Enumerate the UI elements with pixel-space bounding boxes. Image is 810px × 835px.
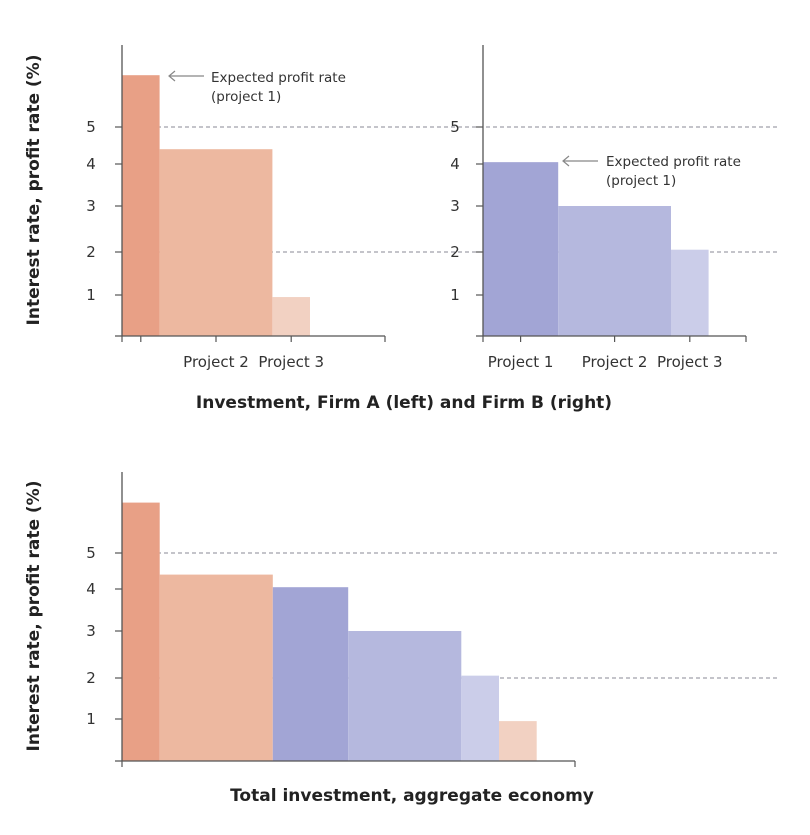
arrow-head-icon: [562, 155, 570, 167]
y-tick-label: 4: [450, 155, 460, 173]
x-tick-label: Project 3: [258, 353, 324, 371]
bar-project-3: [272, 297, 310, 336]
y-axis-label-bottom: Interest rate, profit rate (%): [24, 481, 44, 752]
bar-project-1: [483, 162, 559, 336]
annotation-firm-a: Expected profit rate (project 1): [168, 70, 346, 105]
y-tick-label: 2: [86, 669, 96, 687]
annotation-line2: (project 1): [606, 173, 676, 189]
bar-firm-b-project-1: [272, 587, 349, 761]
y-tick-label: 4: [86, 580, 96, 598]
y-tick-label: 2: [450, 243, 460, 261]
x-tick-label: Project 3: [657, 353, 723, 371]
y-tick-label: 2: [86, 243, 96, 261]
y-tick-label: 1: [86, 286, 96, 304]
y-tick-label: 3: [86, 197, 96, 215]
bar-project-2: [558, 206, 671, 336]
bar-firm-a-project-2: [159, 574, 273, 761]
annotation-line1: Expected profit rate: [606, 154, 741, 170]
annotation-firm-b: Expected profit rate (project 1): [562, 154, 741, 189]
bar-project-2: [159, 149, 273, 336]
x-axis-label-top: Investment, Firm A (left) and Firm B (ri…: [196, 393, 612, 413]
y-tick-label: 5: [86, 118, 96, 136]
bar-project-3: [671, 249, 709, 336]
x-tick-label: Project 2: [183, 353, 249, 371]
y-tick-label: 4: [86, 155, 96, 173]
annotation-line1: Expected profit rate: [211, 70, 346, 86]
arrow-head-icon: [168, 70, 176, 82]
x-tick-label: Project 2: [582, 353, 648, 371]
bar-firm-b-project-2: [348, 631, 462, 761]
y-tick-label: 5: [450, 118, 460, 136]
x-tick-label: Project 1: [488, 353, 554, 371]
annotation-line2: (project 1): [211, 89, 281, 105]
y-tick-label: 1: [86, 710, 96, 728]
y-tick-label: 3: [86, 622, 96, 640]
bar-firm-a-project-1: [122, 502, 160, 761]
y-tick-label: 5: [86, 544, 96, 562]
x-axis-label-bottom: Total investment, aggregate economy: [230, 786, 594, 806]
y-axis-label-top: Interest rate, profit rate (%): [24, 55, 44, 326]
y-tick-label: 1: [450, 286, 460, 304]
y-tick-label: 3: [450, 197, 460, 215]
bar-firm-a-project-3: [499, 721, 537, 761]
bar-project-1: [122, 75, 160, 336]
bar-firm-b-project-3: [461, 675, 499, 761]
